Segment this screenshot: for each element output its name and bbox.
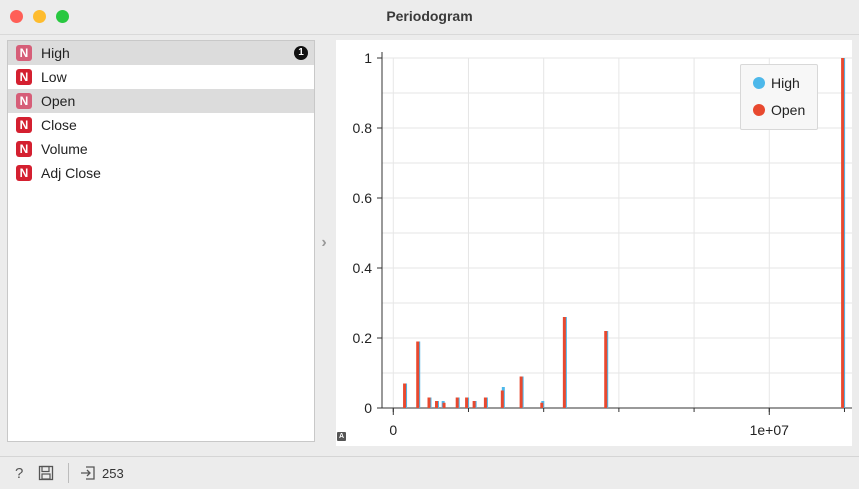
variable-label: Low xyxy=(41,69,67,85)
status-bar: ? 253 xyxy=(0,456,859,489)
numeric-variable-icon: N xyxy=(16,93,32,109)
y-tick-label: 0.6 xyxy=(353,190,373,206)
bar-open xyxy=(483,397,487,408)
variable-label: Adj Close xyxy=(41,165,101,181)
order-marker-badge: 1 xyxy=(294,46,308,60)
y-tick-label: 0.8 xyxy=(353,120,373,136)
bar-open xyxy=(427,397,431,408)
chevron-right-icon[interactable]: › xyxy=(321,234,327,251)
bar-open xyxy=(500,390,504,408)
periodogram-plot[interactable]: 0 0.2 0.4 0.6 0.8 1 0 1e+07 xyxy=(336,40,852,446)
legend-swatch-high xyxy=(753,77,765,89)
chart-legend: High Open xyxy=(740,64,818,130)
bar-open xyxy=(442,402,446,408)
status-separator xyxy=(68,463,69,483)
list-item[interactable]: N High 1 xyxy=(8,41,314,65)
y-tick-label: 0 xyxy=(364,400,372,416)
data-instance-count: 253 xyxy=(102,466,124,481)
numeric-variable-icon: N xyxy=(16,69,32,85)
x-tick-label: 1e+07 xyxy=(750,422,790,438)
list-item[interactable]: N Low xyxy=(8,65,314,89)
list-item[interactable]: N Open xyxy=(8,89,314,113)
list-item[interactable]: N Close xyxy=(8,113,314,137)
variable-label: High xyxy=(41,45,70,61)
variable-label: Close xyxy=(41,117,77,133)
x-tick-label: 0 xyxy=(389,422,397,438)
list-item[interactable]: N Volume xyxy=(8,137,314,161)
bar-open xyxy=(465,397,469,408)
variable-label: Open xyxy=(41,93,76,109)
numeric-variable-icon: N xyxy=(16,45,32,61)
bar-open xyxy=(604,331,608,408)
window-title: Periodogram xyxy=(386,8,473,24)
list-item[interactable]: N Adj Close xyxy=(8,161,314,185)
legend-swatch-open xyxy=(753,104,765,116)
numeric-variable-icon: N xyxy=(16,117,32,133)
bar-open xyxy=(435,401,439,408)
y-tick-label: 0.2 xyxy=(353,330,373,346)
numeric-variable-icon: N xyxy=(16,165,32,181)
bar-open xyxy=(841,58,845,408)
bar-open xyxy=(416,341,420,408)
periodogram-chart: 0 0.2 0.4 0.6 0.8 1 0 1e+07 xyxy=(353,50,852,438)
bar-open xyxy=(519,376,523,408)
help-icon[interactable]: ? xyxy=(12,465,28,481)
auto-range-button[interactable]: A xyxy=(337,432,346,441)
legend-label: High xyxy=(771,75,800,91)
bar-open xyxy=(403,383,407,408)
bar-open xyxy=(540,402,544,408)
minimize-window-button[interactable] xyxy=(33,10,46,23)
legend-label: Open xyxy=(771,102,806,118)
input-icon xyxy=(81,466,95,480)
save-icon[interactable] xyxy=(38,465,54,481)
numeric-variable-icon: N xyxy=(16,141,32,157)
y-tick-label: 1 xyxy=(364,50,372,66)
title-bar: Periodogram xyxy=(0,0,859,35)
variable-label: Volume xyxy=(41,141,88,157)
bar-open xyxy=(562,317,566,408)
bar-open xyxy=(455,397,459,408)
maximize-window-button[interactable] xyxy=(56,10,69,23)
svg-text:?: ? xyxy=(15,465,23,481)
bar-open xyxy=(472,401,476,408)
close-window-button[interactable] xyxy=(10,10,23,23)
y-tick-label: 0.4 xyxy=(353,260,373,276)
variable-list[interactable]: N High 1 N Low N Open N Close N Volume N… xyxy=(7,40,315,442)
